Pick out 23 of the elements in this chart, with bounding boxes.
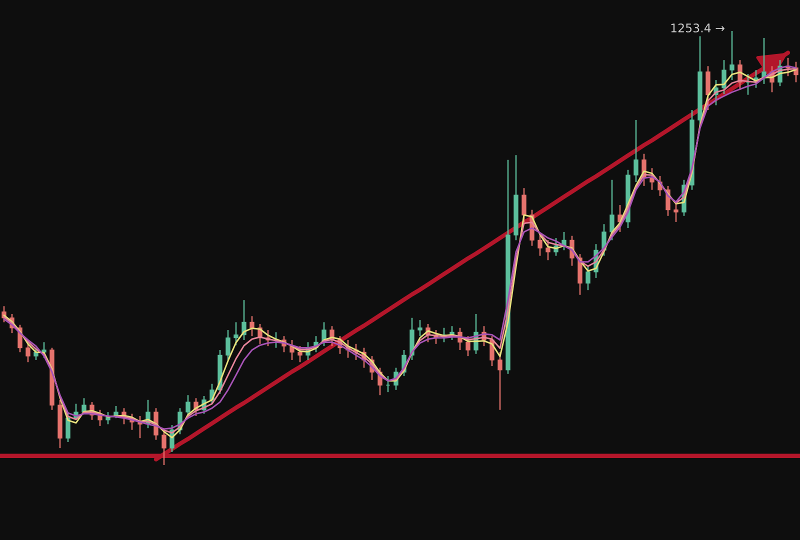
candlestick xyxy=(610,179,614,241)
candlestick xyxy=(66,411,70,443)
candlestick xyxy=(674,204,678,223)
candlestick xyxy=(634,119,638,183)
candlestick xyxy=(418,319,422,337)
candlestick xyxy=(586,265,590,291)
candlestick xyxy=(706,66,710,111)
candlestick xyxy=(250,316,254,337)
candlestick xyxy=(650,168,654,190)
annotation: 1253.4 → xyxy=(671,23,724,32)
candlestick xyxy=(722,59,726,95)
candlestick xyxy=(234,322,238,346)
candlestick xyxy=(26,343,30,363)
candlestick xyxy=(538,233,542,256)
candlestick xyxy=(186,394,190,417)
candlestick xyxy=(298,345,302,363)
candlestick xyxy=(522,187,526,223)
candlestick xyxy=(498,352,502,411)
candlestick xyxy=(34,347,38,361)
candlestick xyxy=(546,240,550,261)
candlestick xyxy=(226,329,230,361)
candlestick xyxy=(730,30,734,81)
candlestick xyxy=(466,335,470,357)
